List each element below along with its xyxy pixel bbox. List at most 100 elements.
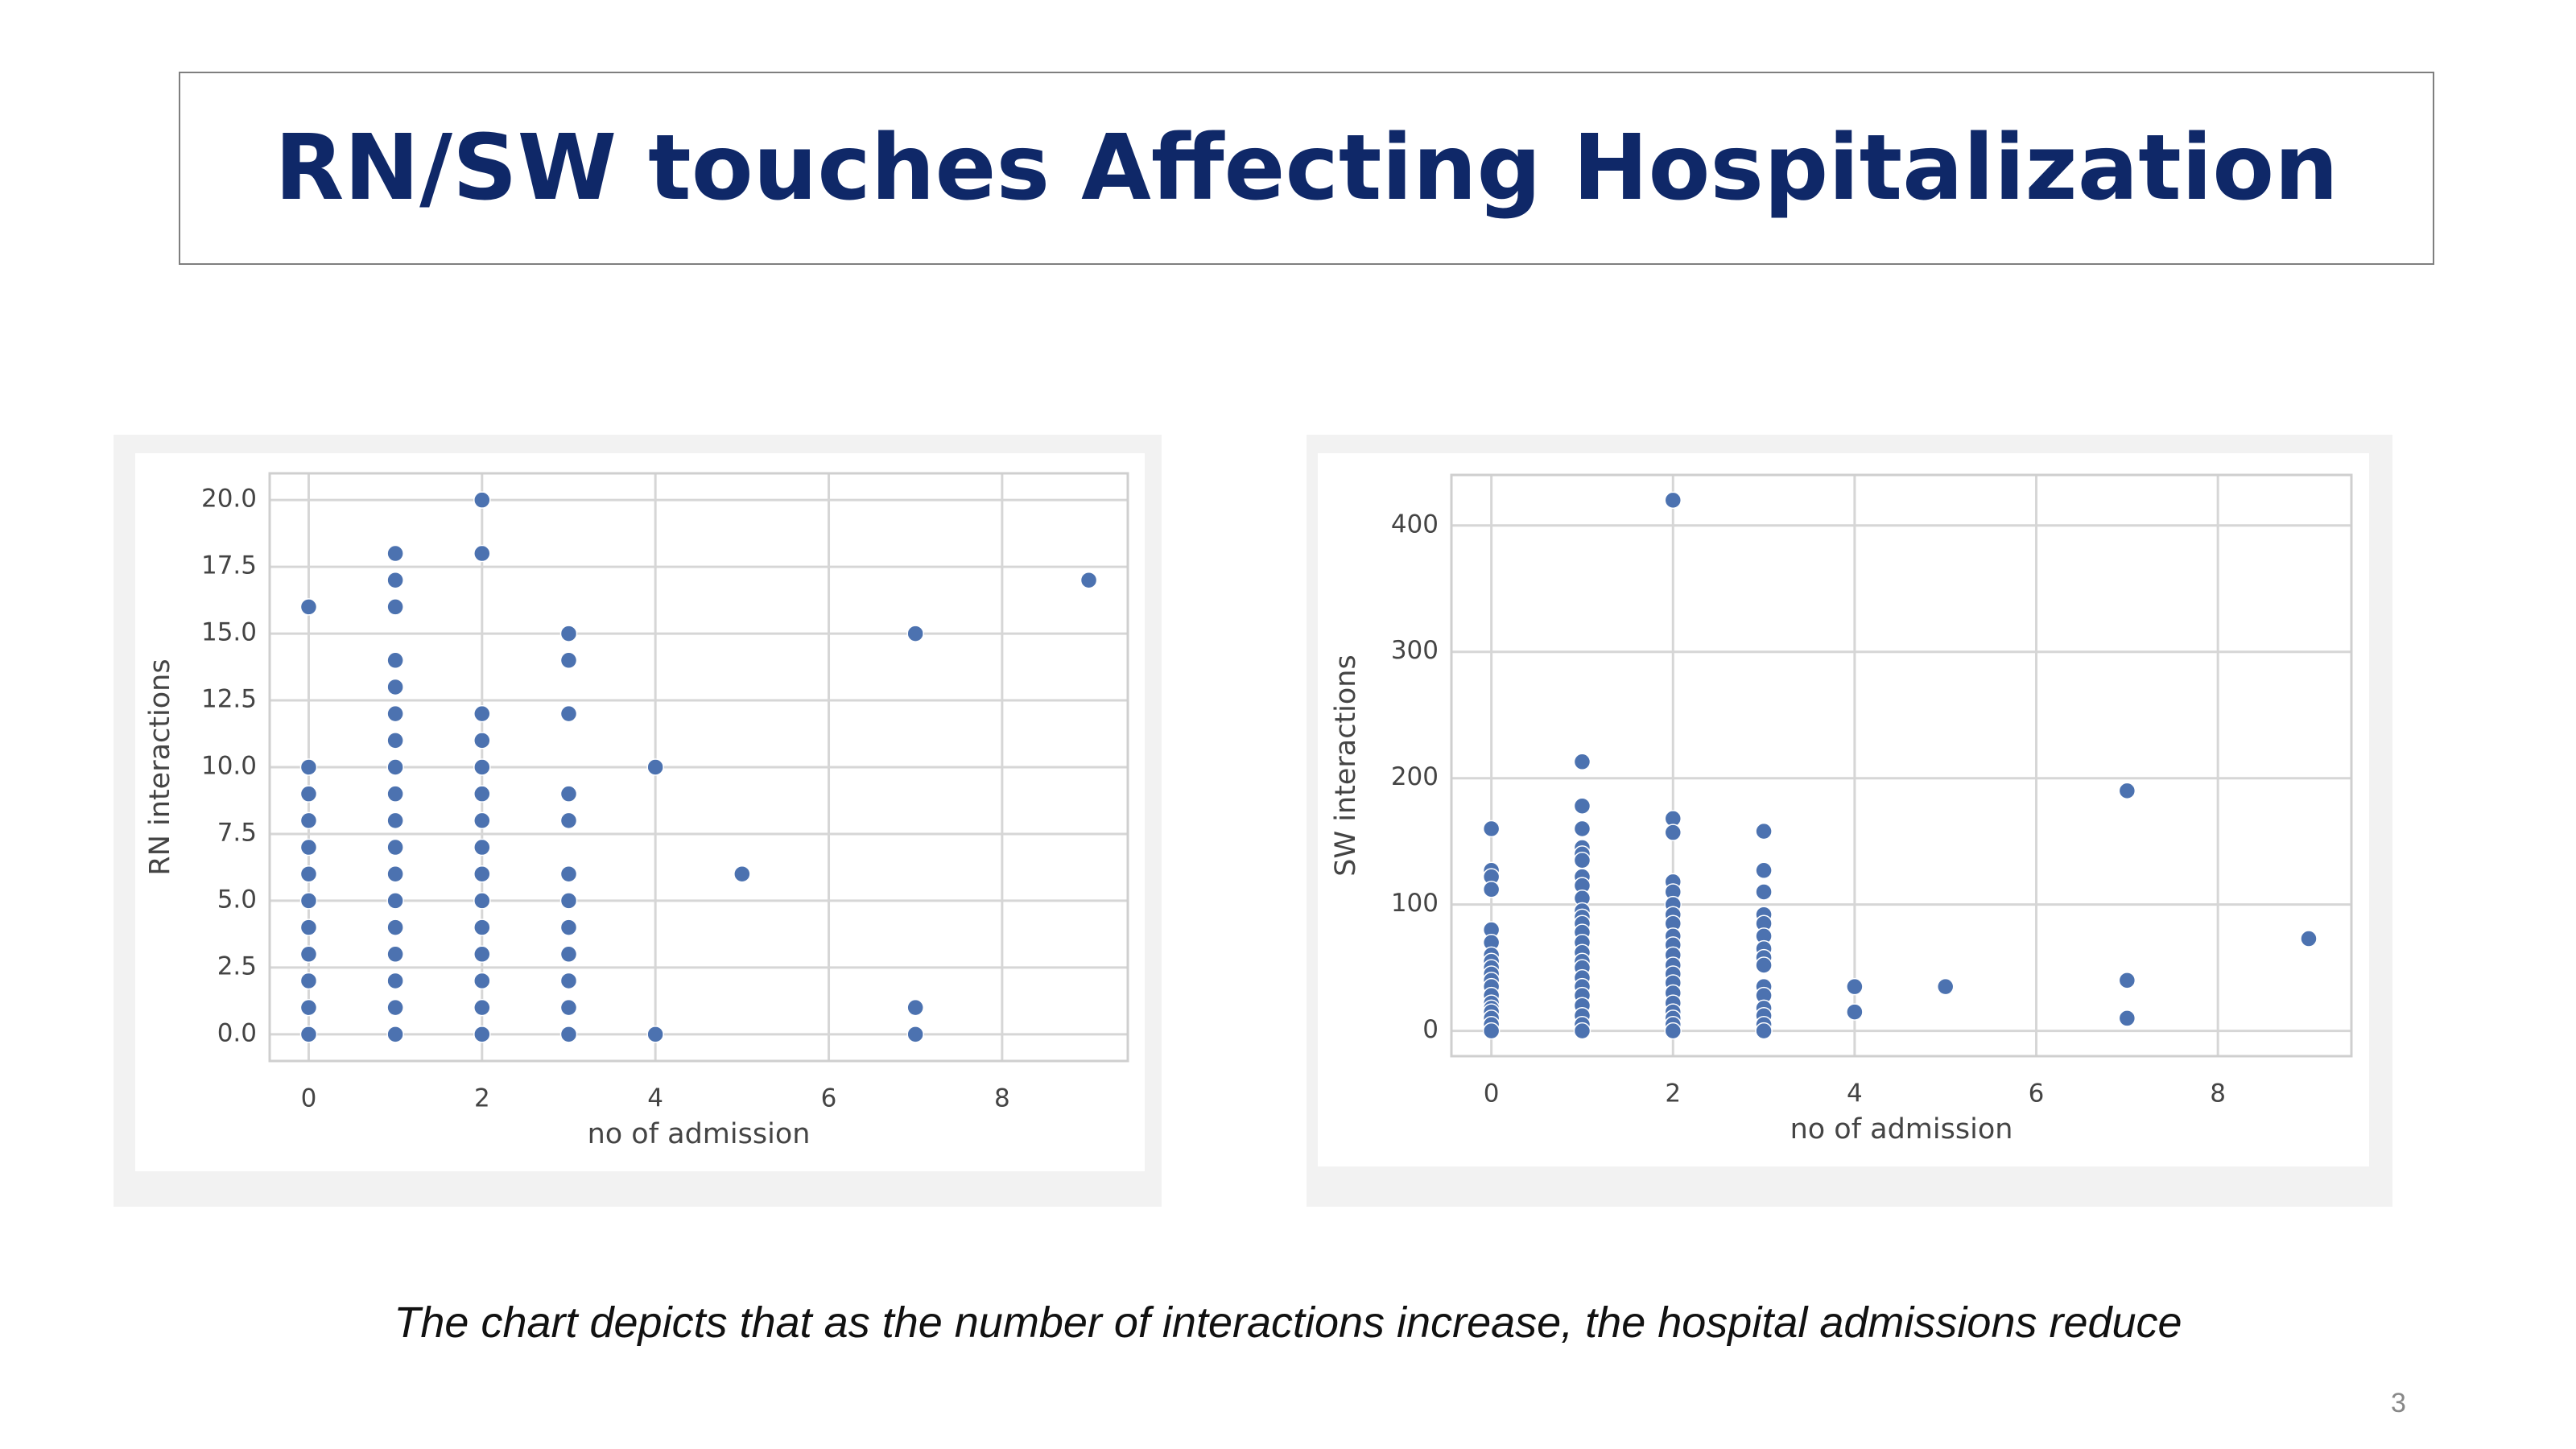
scatter-point [299, 838, 318, 857]
scatter-point [473, 1026, 491, 1043]
scatter-point [1573, 851, 1591, 869]
scatter-point [386, 811, 404, 830]
scatter-point [386, 892, 404, 910]
scatter-point [473, 998, 491, 1017]
y-tick-label: 200 [1391, 762, 1439, 791]
y-tick-label: 400 [1391, 510, 1439, 539]
scatter-point [386, 998, 404, 1017]
scatter-point [386, 1026, 404, 1043]
scatter-point [299, 892, 318, 910]
scatter-point [386, 865, 404, 883]
y-tick-label: 300 [1391, 636, 1439, 665]
x-tick-label: 2 [474, 1084, 490, 1113]
y-tick-label: 20.0 [201, 485, 257, 514]
scatter-point [1573, 753, 1591, 771]
scatter-point [386, 678, 404, 696]
scatter-point [299, 972, 318, 990]
scatter-point [299, 785, 318, 803]
scatter-point [1755, 883, 1773, 901]
scatter-point [1482, 881, 1501, 898]
scatter-point [1080, 571, 1098, 589]
y-axis-label: SW interactions [1330, 654, 1362, 876]
scatter-point [473, 972, 491, 990]
x-tick-label: 8 [994, 1084, 1010, 1113]
scatter-point [559, 1026, 578, 1043]
scatter-point [386, 919, 404, 936]
scatter-point [299, 811, 318, 830]
scatter-point [906, 625, 924, 642]
y-tick-label: 7.5 [217, 818, 257, 847]
scatter-point [473, 758, 491, 776]
scatter-point [1664, 824, 1682, 841]
scatter-point [473, 838, 491, 857]
y-tick-label: 17.5 [201, 551, 257, 580]
scatter-point [473, 865, 491, 883]
scatter-point [386, 732, 404, 749]
scatter-point [386, 785, 404, 803]
scatter-point [559, 811, 578, 830]
scatter-point [473, 945, 491, 964]
scatter-point [559, 651, 578, 670]
x-tick-label: 6 [2029, 1080, 2045, 1108]
y-tick-label: 2.5 [217, 952, 257, 980]
plot-border [1450, 473, 2353, 1058]
scatter-point [559, 972, 578, 990]
scatter-point [2300, 930, 2318, 947]
x-tick-label: 6 [821, 1084, 837, 1113]
slide-title: RN/SW touches Affecting Hospitalization [275, 116, 2339, 221]
scatter-point [1755, 956, 1773, 974]
scatter-point [559, 919, 578, 936]
page-number: 3 [2391, 1388, 2406, 1418]
scatter-point [1755, 822, 1773, 840]
x-tick-label: 0 [301, 1084, 317, 1113]
caption: The chart depicts that as the number of … [394, 1298, 2182, 1347]
scatter-point [386, 598, 404, 616]
y-axis-label: RN interactions [144, 658, 176, 875]
y-tick-label: 0 [1422, 1015, 1439, 1044]
scatter-point [299, 945, 318, 964]
y-tick-label: 100 [1391, 889, 1439, 918]
x-tick-label: 2 [1665, 1080, 1681, 1108]
scatter-point [1664, 491, 1682, 510]
scatter-point [386, 972, 404, 990]
scatter-point [2118, 1009, 2136, 1027]
x-axis-label: no of admission [1790, 1113, 2013, 1146]
scatter-point [473, 892, 491, 910]
scatter-point [473, 704, 491, 723]
scatter-point [2118, 972, 2136, 989]
x-tick-label: 4 [647, 1084, 663, 1113]
scatter-point [299, 758, 318, 776]
scatter-point [1573, 797, 1591, 815]
scatter-point [386, 758, 404, 776]
scatter-point [1482, 1022, 1501, 1040]
scatter-point [906, 1026, 924, 1043]
chart-background [1318, 453, 2369, 1166]
y-tick-label: 15.0 [201, 618, 257, 647]
plot-border [268, 472, 1129, 1063]
scatter-point [386, 838, 404, 857]
scatter-point [473, 785, 491, 803]
scatter-point [386, 704, 404, 723]
scatter-point [559, 785, 578, 803]
scatter-point [2118, 782, 2136, 800]
y-tick-label: 12.5 [201, 685, 257, 714]
scatter-point [473, 491, 491, 509]
scatter-point [473, 919, 491, 936]
scatter-point [1846, 1003, 1864, 1021]
scatter-point [559, 625, 578, 642]
scatter-point [559, 704, 578, 723]
scatter-point [386, 945, 404, 964]
scatter-point [1755, 861, 1773, 880]
scatter-point [1846, 977, 1864, 996]
scatter-point [1664, 1022, 1682, 1040]
scatter-point [559, 945, 578, 964]
x-axis-label: no of admission [588, 1118, 811, 1150]
scatter-point [733, 865, 751, 883]
scatter-point [559, 892, 578, 910]
scatter-point [1573, 819, 1591, 838]
title-box: RN/SW touches Affecting Hospitalization [179, 72, 2434, 265]
scatter-point [386, 544, 404, 563]
scatter-point [299, 598, 318, 616]
